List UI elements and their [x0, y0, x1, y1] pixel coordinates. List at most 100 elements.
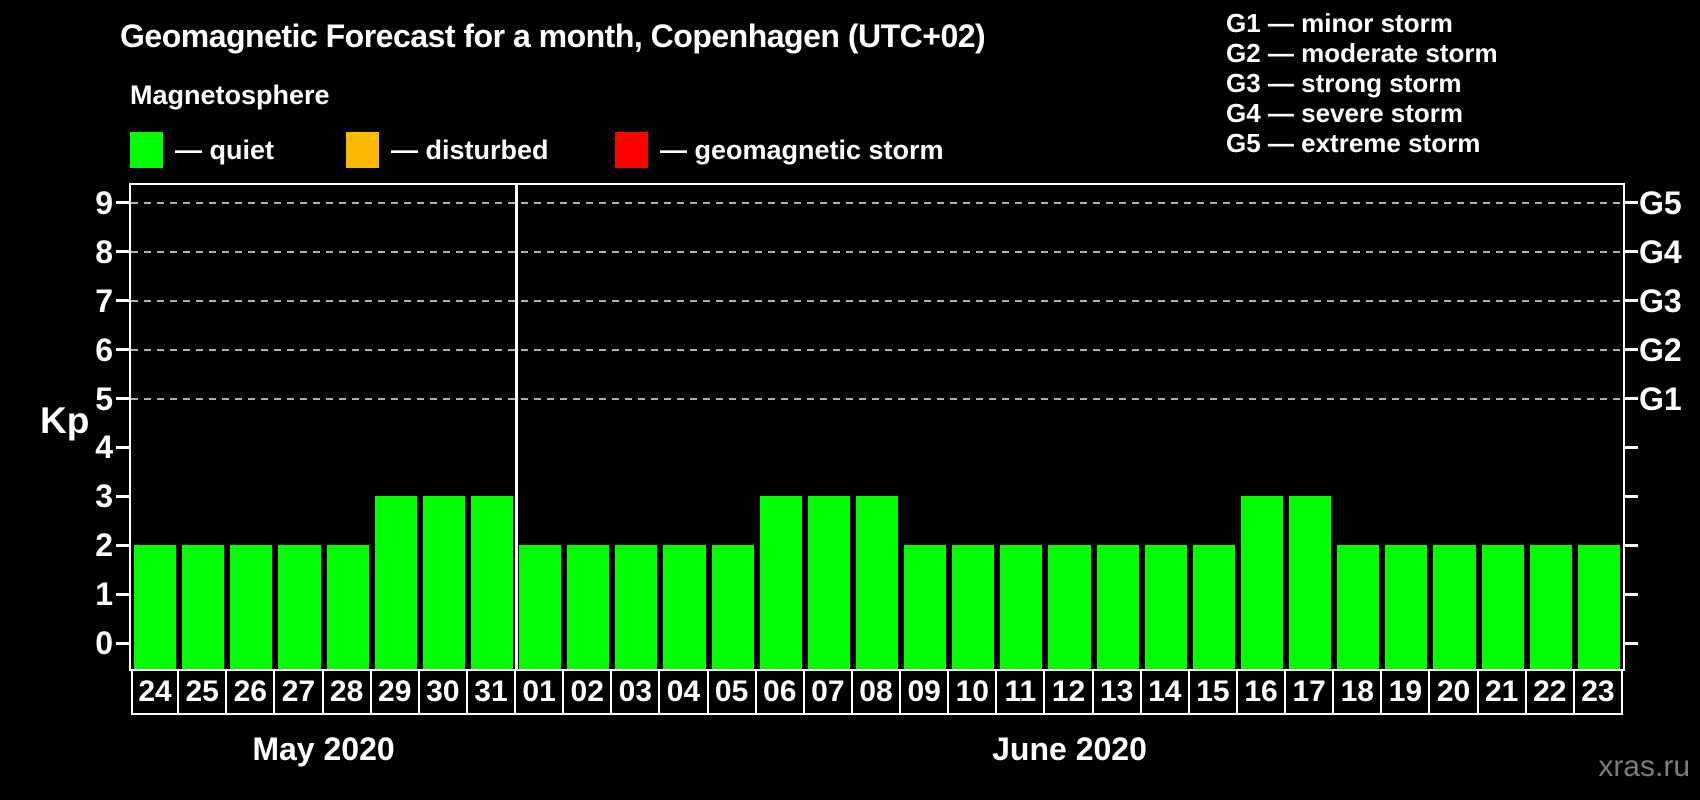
- kp-bar: [711, 545, 754, 669]
- plot-area: 0 1 2 3 4 5 G1 6 G2 7 G3 8 G4 9 G5: [95, 183, 1682, 671]
- month-label: June 2020: [992, 731, 1147, 767]
- g-scale-label: G1: [1639, 380, 1682, 417]
- y-tick-mark-left: [116, 299, 129, 303]
- y-tick-label: 9: [95, 184, 113, 221]
- y-tick-mark-right: [1625, 641, 1638, 645]
- y-tick-mark-right: [1625, 397, 1638, 401]
- kp-bar: [1433, 545, 1476, 669]
- y-tick-label: 5: [95, 380, 113, 417]
- y-tick-label: 0: [95, 625, 113, 662]
- day-label-cell: 16: [1235, 669, 1287, 715]
- day-label-cell: 30: [417, 669, 468, 715]
- kp-bar: [1577, 545, 1620, 669]
- y-tick-mark-right: [1625, 543, 1638, 547]
- legend-item-storm: — geomagnetic storm: [615, 131, 944, 169]
- y-tick-mark-left: [116, 543, 129, 547]
- day-label-cell: 15: [1187, 669, 1238, 715]
- kp-bar: [1481, 545, 1524, 669]
- legend-disturbed-label: — disturbed: [391, 134, 549, 165]
- legend-storm-label: — geomagnetic storm: [660, 134, 944, 165]
- kp-bar: [567, 545, 610, 669]
- g-scale-label: G3: [1639, 282, 1682, 319]
- y-tick-mark-left: [116, 445, 129, 449]
- day-label-cell: 08: [850, 669, 902, 715]
- y-tick-label: 3: [95, 478, 113, 515]
- month-divider-line: [514, 185, 518, 669]
- g-level-gridline: [131, 201, 1623, 204]
- page-title: Geomagnetic Forecast for a month, Copenh…: [120, 18, 986, 54]
- day-label-cell: 24: [131, 669, 180, 715]
- day-label-cell: 13: [1091, 669, 1142, 715]
- day-label-cell: 22: [1524, 669, 1575, 715]
- day-label-cell: 18: [1332, 669, 1383, 715]
- y-tick-mark-left: [116, 592, 129, 596]
- y-tick-label: 2: [95, 527, 113, 564]
- bars-layer: [131, 185, 1623, 669]
- legend-item-quiet: — quiet: [130, 131, 274, 169]
- g4-legend-row: G4 — severe storm: [1226, 98, 1464, 128]
- y-tick-label: 1: [95, 576, 113, 613]
- day-label-cell: 23: [1572, 669, 1623, 715]
- y-tick-mark-right: [1625, 592, 1638, 596]
- kp-bar: [1048, 545, 1091, 669]
- y-tick-mark-right: [1625, 445, 1638, 449]
- day-label-cell: 07: [802, 669, 853, 715]
- y-tick-mark-left: [116, 201, 129, 205]
- magnetosphere-label: Magnetosphere: [130, 80, 330, 110]
- y-tick-mark-right: [1625, 299, 1638, 303]
- kp-bar: [663, 545, 706, 669]
- g5-legend-row: G5 — extreme storm: [1226, 128, 1481, 158]
- kp-bar: [1096, 545, 1139, 669]
- y-tick-label: 7: [95, 282, 113, 319]
- kp-bar: [1144, 545, 1187, 669]
- legend-item-disturbed: — disturbed: [346, 131, 549, 169]
- y-tick-mark-left: [116, 348, 129, 352]
- g1-legend-row: G1 — minor storm: [1226, 8, 1453, 38]
- day-label-cell: 05: [706, 669, 757, 715]
- kp-bar: [134, 545, 177, 669]
- y-tick-mark-left: [116, 641, 129, 645]
- y-tick-mark-right: [1625, 201, 1638, 205]
- legend-quiet-label: — quiet: [175, 134, 274, 165]
- kp-bar: [615, 545, 658, 669]
- g3-legend-row: G3 — strong storm: [1226, 68, 1462, 98]
- day-label-cell: 28: [321, 669, 372, 715]
- kp-bar: [1192, 545, 1235, 669]
- kp-bar: [1385, 545, 1428, 669]
- y-tick-mark-right: [1625, 494, 1638, 498]
- y-tick-mark-left: [116, 250, 129, 254]
- kp-bar: [519, 545, 562, 669]
- day-label-cell: 19: [1380, 669, 1431, 715]
- day-label-cell: 10: [947, 669, 998, 715]
- day-label-cell: 03: [610, 669, 661, 715]
- y-tick-mark-left: [116, 494, 129, 498]
- kp-bar: [1240, 496, 1284, 669]
- y-tick-mark-right: [1625, 250, 1638, 254]
- day-label-cell: 20: [1428, 669, 1479, 715]
- y-axis-title: Kp: [40, 400, 90, 441]
- day-label-cell: 04: [658, 669, 709, 715]
- day-label-cell: 31: [465, 669, 517, 715]
- day-label-cell: 14: [1139, 669, 1190, 715]
- day-label-cell: 09: [899, 669, 950, 715]
- y-tick-label: 4: [95, 429, 113, 466]
- kp-bar: [230, 545, 273, 669]
- kp-bar: [952, 545, 995, 669]
- watermark: xras.ru: [1598, 750, 1690, 783]
- day-label-cell: 12: [1043, 669, 1094, 715]
- disturbed-color-swatch: [346, 132, 379, 168]
- day-label-cell: 02: [562, 669, 613, 715]
- day-label-cell: 17: [1284, 669, 1335, 715]
- day-label-cell: 25: [177, 669, 228, 715]
- g-level-gridline: [131, 348, 1623, 351]
- kp-bar: [807, 496, 850, 669]
- y-tick-mark-left: [116, 397, 129, 401]
- kp-bar: [470, 496, 514, 669]
- kp-bar: [1289, 496, 1332, 669]
- kp-bar: [278, 545, 321, 669]
- kp-bar: [1529, 545, 1572, 669]
- day-label-cell: 27: [273, 669, 324, 715]
- kp-bar: [1337, 545, 1380, 669]
- day-label-cell: 29: [369, 669, 420, 715]
